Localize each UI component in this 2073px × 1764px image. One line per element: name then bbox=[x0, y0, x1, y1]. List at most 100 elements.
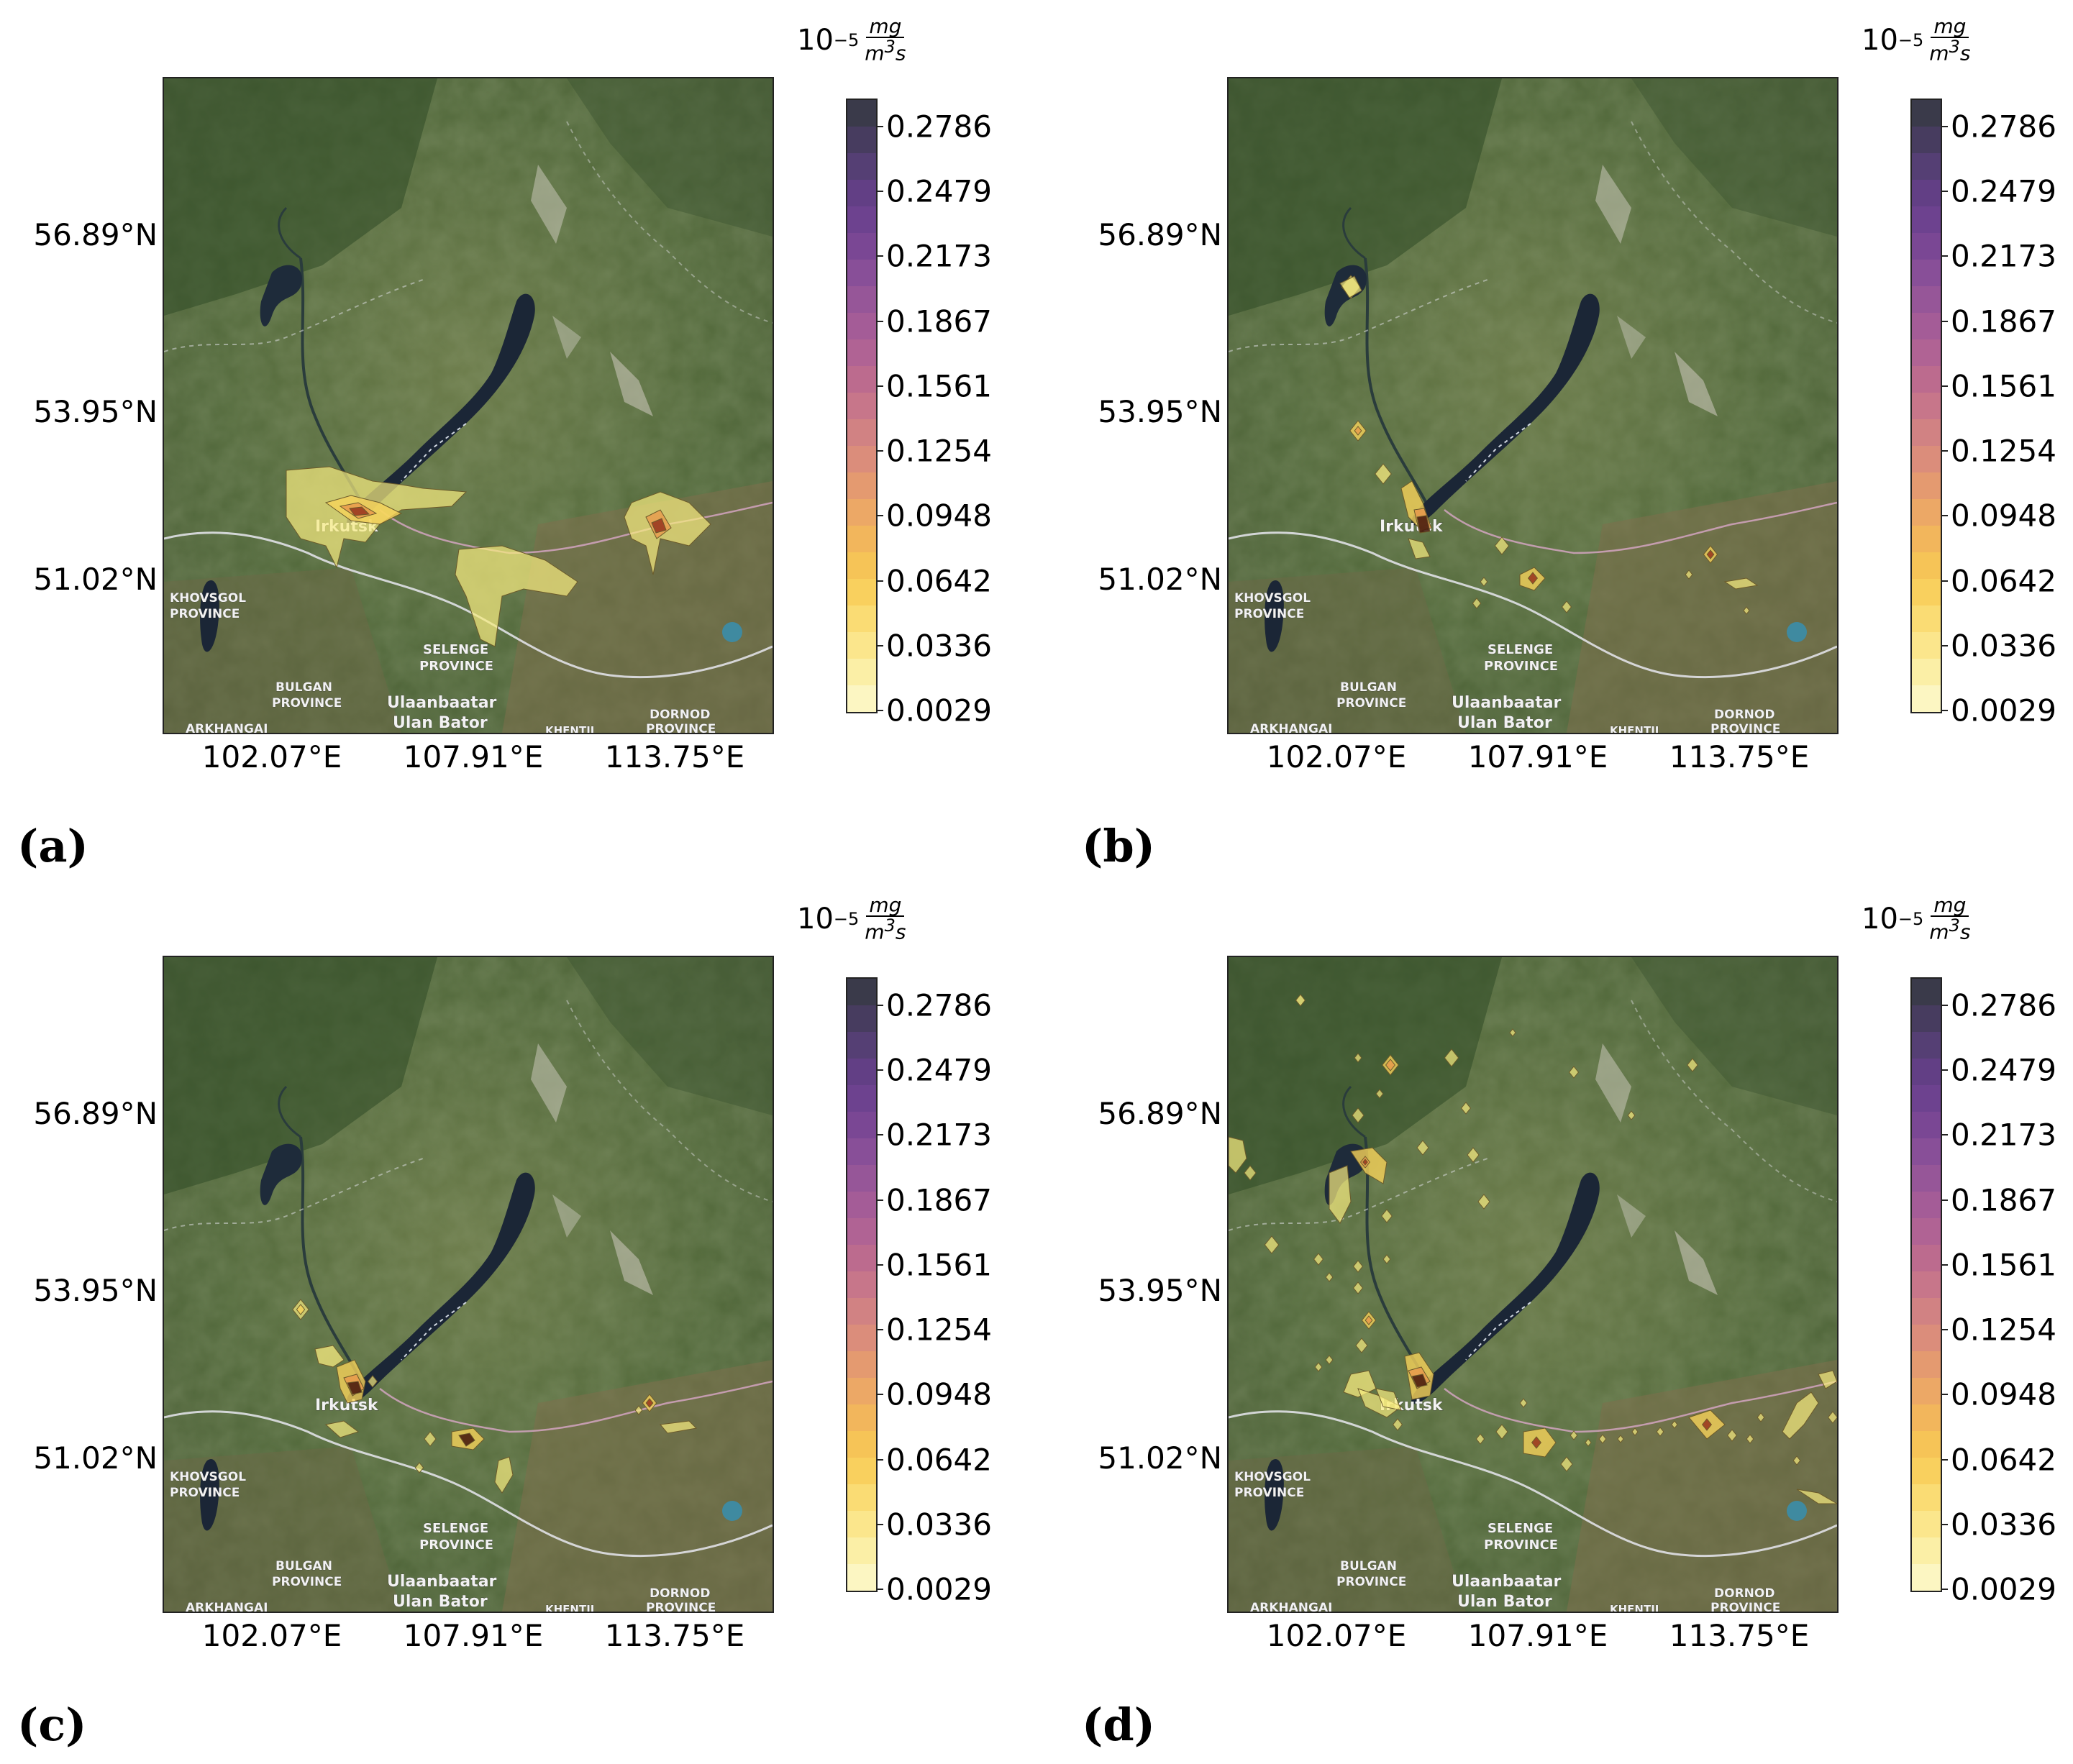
colorbar-tick-mark bbox=[1941, 1069, 1948, 1071]
lon-tick-label: 107.91°E bbox=[403, 1618, 544, 1653]
place-label-bulgan: BULGAN bbox=[275, 680, 332, 695]
colorbar-segment bbox=[847, 260, 876, 286]
map-image: Irkutsk KHOVSGOL PROVINCE SELENGE PROVIN… bbox=[164, 78, 773, 733]
place-label-province: PROVINCE bbox=[646, 1601, 716, 1612]
colorbar-tick-mark bbox=[1941, 1523, 1948, 1525]
place-label-selenge: SELENGE bbox=[1487, 642, 1553, 657]
colorbar-segment bbox=[847, 100, 876, 127]
place-label-province: PROVINCE bbox=[272, 1575, 342, 1589]
colorbar-segment bbox=[1912, 286, 1941, 313]
colorbar-segment bbox=[1912, 1245, 1941, 1271]
colorbar-segment bbox=[1912, 233, 1941, 260]
colorbar-segment bbox=[847, 1431, 876, 1458]
colorbar-segment bbox=[847, 1511, 876, 1537]
colorbar-segment bbox=[847, 1325, 876, 1351]
colorbar-tick-mark bbox=[1941, 1005, 1948, 1006]
place-label-khentii: KHENTII bbox=[545, 1603, 594, 1612]
colorbar-segment bbox=[847, 206, 876, 233]
colorbar-tick-label: 0.0642 bbox=[1951, 1442, 2056, 1478]
lat-tick-label: 56.89°N bbox=[33, 1096, 158, 1131]
colorbar-tick-mark bbox=[1941, 126, 1948, 127]
colorbar-segment bbox=[1912, 180, 1941, 206]
colorbar-segment bbox=[1912, 1564, 1941, 1591]
colorbar-segment bbox=[1912, 1165, 1941, 1192]
colorbar-segment bbox=[1912, 552, 1941, 579]
colorbar-segment bbox=[1912, 1325, 1941, 1351]
colorbar-tick-label: 0.2479 bbox=[886, 173, 992, 209]
colorbar-segment bbox=[847, 393, 876, 419]
place-label-arkhangai: ARKHANGAI bbox=[186, 722, 268, 733]
colorbar-segment bbox=[1912, 472, 1941, 499]
colorbar-tick-mark bbox=[876, 580, 883, 582]
colorbar bbox=[1910, 99, 1942, 713]
lat-tick-label: 51.02°N bbox=[1098, 562, 1222, 597]
colorbar-tick-mark bbox=[876, 1005, 883, 1006]
colorbar-tick-mark bbox=[1941, 1199, 1948, 1201]
colorbar-tick-label: 0.0336 bbox=[1951, 628, 2056, 664]
colorbar-tick-mark bbox=[876, 1263, 883, 1266]
colorbar bbox=[846, 977, 878, 1592]
colorbar-tick-mark bbox=[876, 1523, 883, 1525]
map-panel-d: 10 −5 mg m3s 56.89°N 53.95°N 51.02°N bbox=[1065, 879, 2073, 1760]
lat-tick-label: 56.89°N bbox=[1098, 217, 1222, 252]
colorbar-tick-mark bbox=[1941, 580, 1948, 582]
colorbar-segment bbox=[1912, 659, 1941, 685]
lon-tick-label: 113.75°E bbox=[604, 739, 745, 774]
colorbar-tick-label: 0.1561 bbox=[886, 368, 992, 404]
place-label-province: PROVINCE bbox=[170, 1486, 240, 1500]
colorbar-tick-label: 0.1254 bbox=[1951, 1312, 2056, 1348]
place-label-province: PROVINCE bbox=[1336, 1575, 1406, 1589]
colorbar-tick-label: 0.2786 bbox=[1951, 987, 2056, 1023]
place-label-khovsgol: KHOVSGOL bbox=[170, 591, 246, 605]
colorbar-tick-label: 0.2173 bbox=[1951, 238, 2056, 274]
colorbar-segment bbox=[1912, 499, 1941, 526]
colorbar-segment bbox=[847, 233, 876, 260]
colorbar-tick-mark bbox=[1941, 1394, 1948, 1396]
colorbar-segment bbox=[847, 1138, 876, 1165]
colorbar-segment bbox=[847, 1245, 876, 1271]
colorbar-tick-mark bbox=[876, 255, 883, 257]
lat-tick-label: 53.95°N bbox=[1098, 394, 1222, 429]
place-label-selenge: SELENGE bbox=[423, 642, 488, 657]
colorbar-segment bbox=[847, 1404, 876, 1431]
colorbar-tick-label: 0.0642 bbox=[886, 563, 992, 599]
colorbar-tick-mark bbox=[876, 1458, 883, 1461]
colorbar-tick-mark bbox=[876, 126, 883, 127]
colorbar-segment bbox=[847, 685, 876, 712]
colorbar-segment bbox=[1912, 526, 1941, 552]
place-label-arkhangai: ARKHANGAI bbox=[1250, 1601, 1332, 1612]
colorbar-segment bbox=[847, 526, 876, 552]
colorbar-segment bbox=[1912, 579, 1941, 605]
colorbar-segment bbox=[847, 605, 876, 632]
colorbar-segment bbox=[1912, 1192, 1941, 1218]
colorbar-segment bbox=[847, 1351, 876, 1378]
place-label-khentii: KHENTII bbox=[1610, 1603, 1659, 1612]
colorbar-segment bbox=[847, 1484, 876, 1511]
lon-tick-label: 102.07°E bbox=[201, 739, 342, 774]
colorbar-segment bbox=[847, 579, 876, 605]
place-label-ulan-bator: Ulan Bator bbox=[393, 1593, 488, 1611]
place-label-bulgan: BULGAN bbox=[275, 1559, 332, 1573]
colorbar-segment bbox=[1912, 419, 1941, 446]
colorbar-segment bbox=[1912, 100, 1941, 127]
colorbar-segment bbox=[847, 1218, 876, 1245]
colorbar-segment bbox=[1912, 260, 1941, 286]
place-label-province: PROVINCE bbox=[1336, 696, 1406, 710]
lon-tick-label: 107.91°E bbox=[1467, 1618, 1608, 1653]
satellite-map: Irkutsk KHOVSGOL PROVINCE SELENGE PROVIN… bbox=[1227, 77, 1839, 734]
place-label-arkhangai: ARKHANGAI bbox=[186, 1601, 268, 1612]
colorbar-segment bbox=[847, 446, 876, 472]
colorbar-segment bbox=[1912, 153, 1941, 180]
colorbar-segment bbox=[847, 419, 876, 446]
map-image: Irkutsk KHOVSGOL PROVINCE SELENGE PROVIN… bbox=[1229, 78, 1837, 733]
place-label-khovsgol: KHOVSGOL bbox=[170, 1470, 246, 1484]
colorbar-tick-mark bbox=[876, 450, 883, 452]
lon-tick-label: 102.07°E bbox=[1266, 1618, 1407, 1653]
place-label-province: PROVINCE bbox=[1484, 659, 1558, 674]
colorbar-tick-mark bbox=[1941, 644, 1948, 646]
colorbar-tick-label: 0.1254 bbox=[886, 1312, 992, 1348]
colorbar-tick-mark bbox=[876, 515, 883, 517]
colorbar-tick-label: 0.0642 bbox=[886, 1442, 992, 1478]
colorbar-tick-mark bbox=[876, 1394, 883, 1396]
colorbar-tick-label: 0.0336 bbox=[1951, 1507, 2056, 1543]
